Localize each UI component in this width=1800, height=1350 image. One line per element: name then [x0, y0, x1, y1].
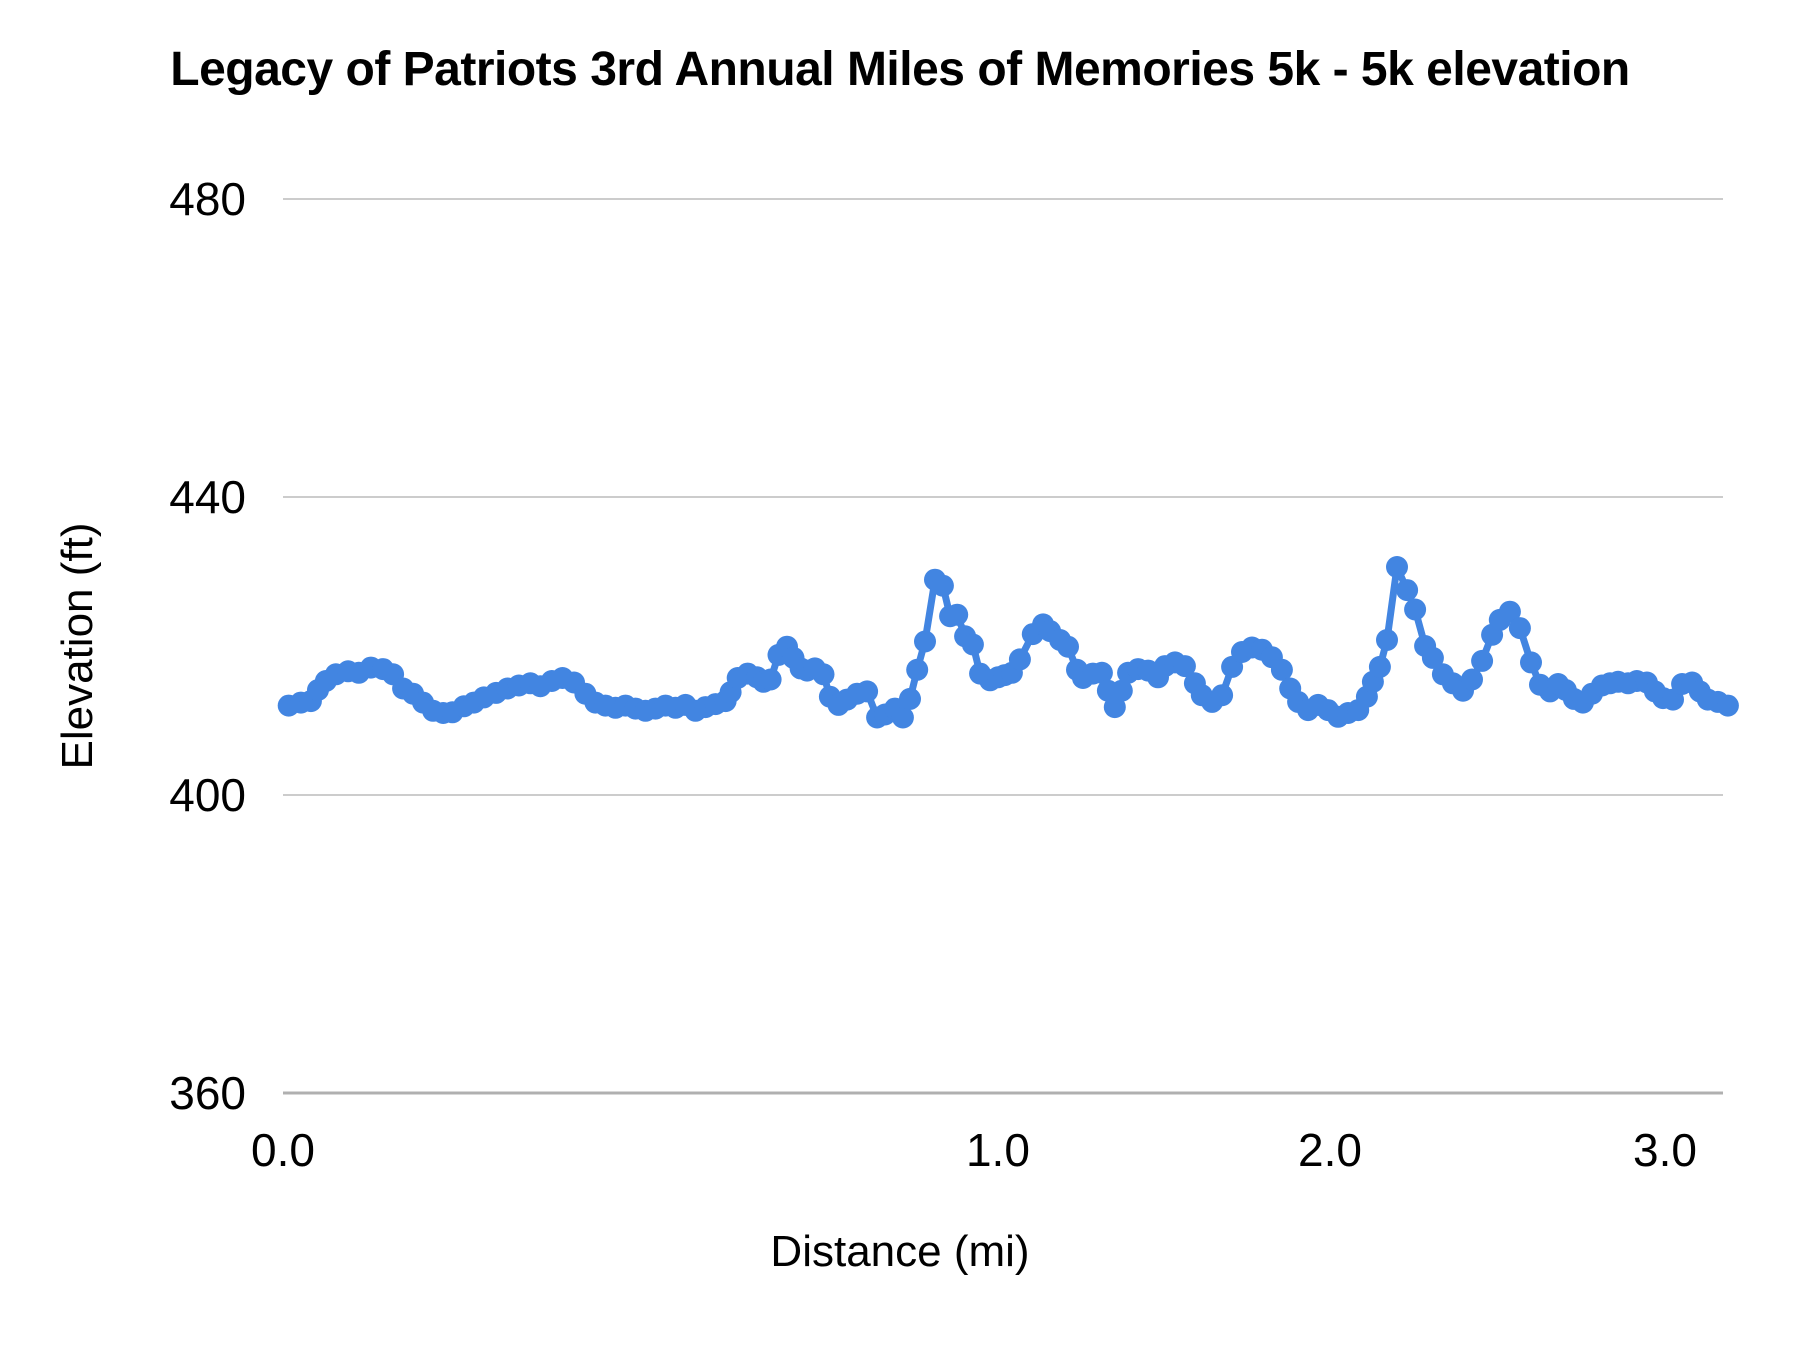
data-point[interactable]: [759, 668, 782, 691]
data-point[interactable]: [1368, 655, 1391, 678]
data-point[interactable]: [906, 658, 929, 681]
data-point[interactable]: [1376, 629, 1398, 651]
data-point[interactable]: [1461, 668, 1483, 691]
data-point[interactable]: [899, 687, 921, 710]
data-point[interactable]: [1498, 600, 1521, 623]
data-point[interactable]: [856, 680, 879, 703]
x-axis-title: Distance (mi): [770, 1227, 1030, 1276]
data-point[interactable]: [1520, 651, 1542, 674]
data-point[interactable]: [1173, 655, 1196, 678]
data-point[interactable]: [1110, 679, 1133, 702]
data-point[interactable]: [1386, 556, 1408, 578]
data-point[interactable]: [1421, 646, 1444, 669]
y-tick-label: 440: [169, 471, 246, 523]
x-tick-label: 2.0: [1298, 1124, 1362, 1176]
data-point[interactable]: [1396, 579, 1419, 602]
data-point[interactable]: [812, 663, 835, 686]
data-point[interactable]: [946, 603, 969, 626]
data-point[interactable]: [891, 706, 914, 729]
data-point[interactable]: [931, 574, 954, 597]
data-point[interactable]: [1008, 648, 1031, 671]
x-tick-label: 3.0: [1633, 1124, 1697, 1176]
data-point[interactable]: [914, 630, 936, 653]
data-point[interactable]: [1716, 694, 1739, 717]
data-point[interactable]: [1471, 649, 1494, 672]
data-point[interactable]: [961, 633, 984, 656]
data-point[interactable]: [1103, 696, 1126, 719]
y-tick-label: 400: [169, 769, 246, 821]
data-point[interactable]: [1404, 598, 1427, 621]
y-tick-label: 360: [169, 1067, 246, 1119]
data-point[interactable]: [1211, 684, 1234, 707]
data-point[interactable]: [1090, 661, 1113, 684]
y-tick-label: 480: [169, 173, 246, 225]
data-point[interactable]: [1057, 635, 1079, 658]
data-point[interactable]: [1508, 617, 1531, 640]
x-tick-label: 0.0: [251, 1124, 315, 1176]
x-tick-label: 1.0: [966, 1124, 1030, 1176]
data-point[interactable]: [1270, 658, 1293, 681]
chart-title: Legacy of Patriots 3rd Annual Miles of M…: [170, 43, 1630, 96]
